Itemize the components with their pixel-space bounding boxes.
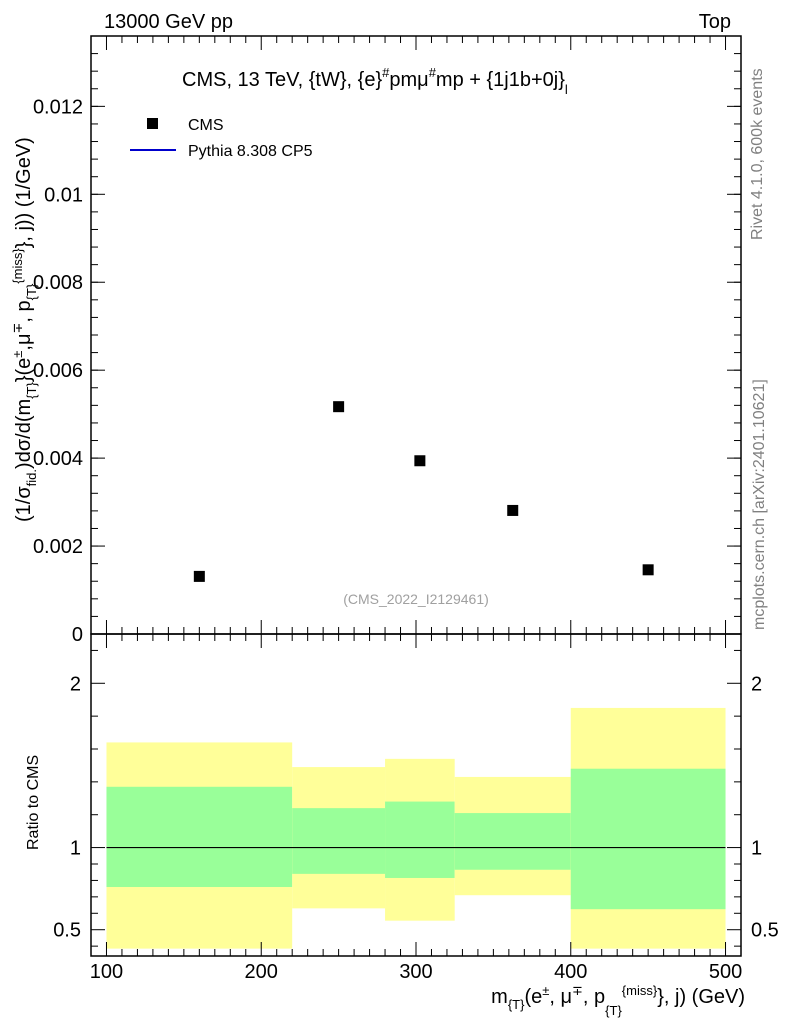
mcplots-label: mcplots.cern.ch [arXiv:2401.10621] [751, 379, 768, 630]
rivet-version-label: Rivet 4.1.0, 600k events [749, 68, 766, 240]
ratio-inner-band [106, 786, 293, 887]
ratio-y-tick-label-right: 1 [751, 838, 762, 860]
ratio-y-tick-label-right: 2 [751, 673, 762, 695]
ratio-plot-panel: 0.5 0.51 12 2 100 200 300 400 500 Ratio to CMS … [25, 633, 779, 1018]
ratio-inner-band [292, 808, 386, 874]
y-tick-label: 0.01 [44, 184, 83, 206]
main-plot-y-axis-label: (1/σfid.)dσ/d(m{T}}(e±,μ∓, p{T}{miss}}, … [10, 137, 39, 522]
ratio-y-tick-labels: 0.5 0.5 1 1 2 2 [53, 673, 779, 941]
main-plot-panel: 0 0.002 0.004 0.006 0.008 0.01 0.012 CMS, 13 T… [10, 35, 742, 646]
cms-data-point [414, 455, 426, 467]
ratio-y-tick-label-right: 0.5 [751, 920, 779, 942]
x-tick-label: 400 [554, 961, 587, 983]
legend-cms-marker [147, 118, 158, 129]
cms-data-point [507, 504, 519, 516]
ratio-y-axis-label: Ratio to CMS [25, 755, 42, 850]
y-tick-label: 0.012 [33, 96, 83, 118]
header-process-label: Top [699, 11, 731, 33]
y-tick-label: 0.008 [33, 272, 83, 294]
y-tick-label: 0.006 [33, 360, 83, 382]
cms-data-point [193, 570, 205, 582]
ratio-y-tick-label: 2 [70, 673, 81, 695]
x-tick-labels: 100 200 300 400 500 [90, 961, 742, 983]
ratio-plot-ticks [91, 634, 741, 956]
ratio-inner-band [570, 768, 726, 910]
x-tick-label: 500 [709, 961, 742, 983]
x-tick-label: 300 [399, 961, 432, 983]
ratio-inner-band [454, 813, 571, 870]
cms-data-point [642, 564, 654, 576]
main-plot-y-tick-labels: 0 0.002 0.004 0.006 0.008 0.01 0.012 [33, 96, 83, 646]
main-plot-ticks [91, 35, 741, 635]
x-tick-label: 200 [245, 961, 278, 983]
x-tick-label: 100 [90, 961, 123, 983]
legend-cms-label: CMS [188, 117, 224, 134]
header-energy-label: 13000 GeV pp [104, 11, 233, 33]
legend-pythia-label: Pythia 8.308 CP5 [188, 143, 313, 160]
plot-title: CMS, 13 TeV, {tW}, {e}#pmμ#mp + {1j1b+0j… [182, 65, 568, 97]
cms-data-points [193, 401, 654, 582]
ratio-y-tick-label: 1 [70, 838, 81, 860]
ratio-inner-band [385, 801, 455, 878]
cms-data-point [333, 401, 345, 413]
ratio-y-tick-label: 0.5 [53, 920, 81, 942]
ratio-uncertainty-bands [106, 707, 726, 949]
ratio-plot-frame [90, 633, 742, 957]
analysis-id-label: (CMS_2022_I2129461) [343, 591, 489, 607]
legend: CMS Pythia 8.308 CP5 [130, 117, 313, 160]
y-tick-label: 0 [72, 624, 83, 646]
x-axis-label: m{T}(e±, μ∓, p{T}{miss}}, j) (GeV) [491, 983, 745, 1018]
y-tick-label: 0.002 [33, 536, 83, 558]
y-tick-label: 0.004 [33, 448, 83, 470]
